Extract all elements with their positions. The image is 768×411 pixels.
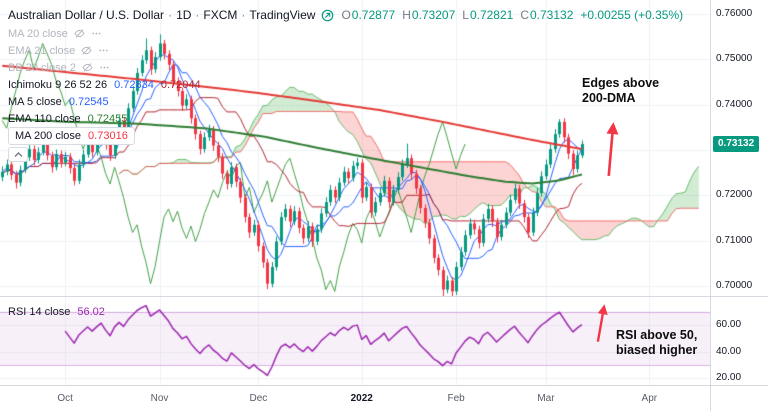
time-tick-label: Apr: [641, 393, 658, 404]
rsi-annotation-arrow[interactable]: [588, 302, 613, 346]
indicator-row-ma200[interactable]: MA 200 close 0.73016: [8, 126, 135, 145]
time-tick-label: Dec: [249, 393, 268, 404]
ma200-value: 0.73016: [88, 129, 128, 142]
high-value: 0.73207: [411, 8, 456, 22]
separator-dot: ·: [168, 8, 173, 22]
more-options-icon[interactable]: [91, 28, 102, 39]
price-tick-label: 0.76000: [716, 8, 753, 19]
visibility-off-icon[interactable]: [81, 45, 92, 56]
visibility-off-icon[interactable]: [74, 28, 85, 39]
more-options-icon[interactable]: [99, 62, 110, 73]
annotation-line: 200-DMA: [582, 90, 636, 105]
indicator-label: Ichimoku 9 26 52 26: [8, 78, 108, 91]
price-tick-label: 0.71000: [716, 234, 753, 246]
rsi-tick-label: 40.00: [716, 345, 742, 357]
rsi-pane: RSI 14 close 56.02 RSI above 50, biased …: [0, 297, 710, 385]
time-tick-label: 2022: [350, 393, 373, 404]
time-tick-label: Nov: [150, 393, 169, 404]
close-value: 0.73132: [530, 8, 574, 22]
tradingview-logo-icon[interactable]: [321, 9, 334, 22]
chevron-up-icon: [14, 151, 22, 157]
time-axis[interactable]: Oct Nov Dec 2022 Feb Mar Apr: [0, 386, 710, 411]
indicator-label: EMA 110 close: [8, 112, 81, 125]
low-value: 0.72821: [469, 8, 514, 22]
symbol-title-row[interactable]: Australian Dollar / U.S. Dollar · 1D · F…: [8, 5, 683, 25]
rsi-chart-canvas[interactable]: [0, 297, 710, 385]
price-tick-label: 0.75000: [716, 53, 753, 65]
rsi-annotation-text[interactable]: RSI above 50, biased higher: [616, 328, 697, 358]
annotation-line: RSI above 50,: [616, 328, 698, 342]
price-pane: Australian Dollar / U.S. Dollar · 1D · F…: [0, 0, 710, 296]
price-chart-canvas[interactable]: [0, 0, 710, 296]
change-value: +0.00255 (+0.35%): [580, 8, 684, 22]
indicator-label: MA 200 close: [15, 129, 82, 142]
indicator-row-ema21[interactable]: EMA 21 close: [8, 42, 109, 59]
price-axis[interactable]: 0.73132 0.76000 0.75000 0.74000 0.72000 0.71…: [710, 0, 768, 411]
indicator-label: MA 20 close: [8, 27, 68, 40]
price-tick-label: 0.72000: [716, 189, 753, 201]
more-options-icon[interactable]: [98, 45, 109, 56]
legend-collapse-button[interactable]: [8, 147, 28, 162]
pane-resize-handle[interactable]: [0, 296, 768, 297]
annotation-line: biased higher: [616, 342, 698, 357]
indicator-row-ma5[interactable]: MA 5 close 0.72545: [8, 93, 109, 110]
indicator-label: RSI 14 close: [8, 305, 71, 318]
price-tick-label: 0.74000: [716, 98, 753, 110]
high-label: H: [402, 8, 411, 22]
low-label: L: [462, 8, 469, 22]
time-tick-label: Mar: [537, 393, 555, 404]
brand-label: TradingView: [249, 8, 316, 22]
separator-dot: ·: [241, 8, 246, 22]
ema110-value: 0.72455: [87, 112, 128, 125]
price-tick-label: 0.70000: [716, 279, 753, 291]
indicator-row-ichimoku[interactable]: Ichimoku 9 26 52 26 0.72834 0.72044: [8, 76, 201, 93]
close-label: C: [520, 8, 529, 22]
indicator-label: MA 5 close: [8, 95, 62, 108]
indicator-row-bb20[interactable]: BB 20 close 2: [8, 59, 110, 76]
ichimoku-base-value: 0.72044: [160, 78, 201, 91]
price-annotation-text[interactable]: Edges above 200-DMA: [582, 76, 659, 106]
exchange-label[interactable]: FXCM: [203, 8, 238, 22]
indicator-row-ma20[interactable]: MA 20 close: [8, 25, 102, 42]
open-label: O: [341, 8, 351, 22]
price-annotation-arrow[interactable]: [597, 119, 624, 181]
time-tick-label: Feb: [447, 393, 465, 404]
separator-dot: ·: [195, 8, 200, 22]
indicator-row-rsi[interactable]: RSI 14 close 56.02: [8, 303, 105, 320]
rsi-tick-label: 60.00: [716, 319, 742, 330]
chart-legend: Australian Dollar / U.S. Dollar · 1D · F…: [8, 5, 683, 162]
visibility-off-icon[interactable]: [82, 62, 93, 73]
interval-label[interactable]: 1D: [176, 8, 192, 22]
open-value: 0.72877: [351, 8, 396, 22]
ma5-value: 0.72545: [68, 95, 109, 108]
symbol-name[interactable]: Australian Dollar / U.S. Dollar: [8, 8, 165, 22]
rsi-tick-label: 20.00: [716, 372, 742, 384]
pane-resize-handle[interactable]: [0, 385, 768, 386]
annotation-line: Edges above: [582, 76, 660, 90]
indicator-label: BB 20 close 2: [8, 61, 76, 74]
time-tick-label: Oct: [57, 393, 73, 404]
last-price-badge: 0.73132: [713, 136, 760, 152]
rsi-value: 56.02: [77, 305, 105, 318]
indicator-label: EMA 21 close: [8, 44, 76, 57]
ichimoku-conversion-value: 0.72834: [114, 78, 154, 91]
indicator-row-ema110[interactable]: EMA 110 close 0.72455: [8, 110, 127, 127]
